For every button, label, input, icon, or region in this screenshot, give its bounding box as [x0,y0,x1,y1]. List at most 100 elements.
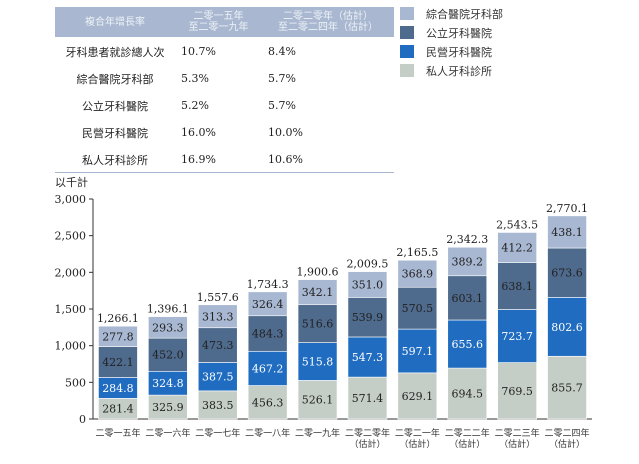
table-row: 牙科患者就診總人次 10.7% 8.4% [55,37,394,66]
table-row: 私人牙科診所 16.9% 10.6% [55,145,394,173]
data-label: 452.0 [152,349,184,362]
legend-label: 私人牙科診所 [426,64,492,78]
total-label: 2,770.1 [546,202,588,215]
x-tick-label: （估計） [349,438,385,450]
bar-segment [447,275,488,321]
y-tick-label: 2,500 [55,230,87,243]
data-label: 324.8 [152,377,184,390]
table-row: 公立牙科醫院 5.2% 5.7% [55,91,394,120]
legend-swatch [400,7,414,20]
bar-segment [148,337,188,372]
legend: 綜合醫院牙科部 公立牙科醫院民營牙科醫院私人牙科診所 [400,4,503,80]
total-label: 2,165.5 [396,246,438,259]
table-cell: 10.6% [262,145,394,173]
legend-label: 公立牙科醫院 [426,26,492,40]
x-tick-label: 二零一九年 [295,427,340,439]
x-tick-label: （估計） [399,438,435,450]
bar-segment [197,390,238,420]
cagr-table: 複合年增長率 二零一五年 至二零一九年 二零二零年（估計） 至二零二四年（估計） 牙… [55,7,394,173]
x-tick-label: 二零二三年 [495,427,540,439]
y-tick-label: 1,500 [55,303,87,316]
data-label: 723.7 [501,330,533,343]
data-label: 281.4 [102,403,134,416]
bar-segment [397,328,438,374]
x-tick-label: 二零二四年 [545,427,590,439]
total-label: 1,396.1 [147,303,189,316]
bar-segment [497,309,537,363]
table-cell: 16.0% [175,118,262,147]
table-header: 二零二零年（估計） 至二零二四年（估計） [262,7,394,38]
x-tick-label: （估計） [549,438,585,450]
x-tick-label: （估計） [449,438,485,450]
x-tick-label: （估計） [499,438,535,450]
table-cell: 8.4% [262,37,394,66]
bar-segment [297,279,338,306]
data-label: 438.1 [551,226,583,239]
table-cell: 5.3% [175,64,262,93]
data-label: 412.2 [501,242,533,255]
data-label: 467.2 [252,362,284,375]
y-tick-label: 1,000 [55,340,87,353]
x-tick-label: 二零二零年 [345,427,390,439]
y-tick-label: 2,000 [55,266,87,279]
data-label: 802.6 [551,321,583,334]
y-tick-label: 500 [65,376,86,389]
x-tick-label: 二零一五年 [95,427,140,439]
data-label: 342.1 [302,286,334,299]
x-tick-label: 二零二二年 [445,427,490,439]
x-tick-label: 二零一八年 [245,427,290,439]
table-cell: 5.7% [262,64,394,93]
data-label: 539.9 [352,311,384,324]
data-label: 769.5 [501,385,533,398]
data-label: 638.1 [501,280,533,293]
total-label: 2,342.3 [446,233,488,246]
table-header: 二零一五年 至二零一九年 [175,7,262,38]
legend-swatch [400,64,414,77]
total-label: 1,557.6 [197,291,239,304]
data-label: 673.6 [551,267,583,280]
y-axis-label: 以千計 [55,175,88,189]
x-tick-label: 二零一七年 [195,427,240,439]
total-label: 1,266.1 [97,312,139,325]
total-label: 2,009.5 [346,258,388,271]
bar-segment [98,346,138,378]
bar-segment [497,362,537,420]
total-label: 1,734.3 [247,278,289,291]
bar-segment [197,327,238,363]
data-label: 655.6 [452,338,484,351]
table-cell: 私人牙科診所 [55,145,175,173]
data-label: 547.3 [352,351,384,364]
data-label: 516.6 [302,318,334,331]
bar-segment [247,291,288,317]
table-cell: 16.9% [175,145,262,173]
bar-segment [148,316,188,339]
bar-segment [547,355,587,420]
total-label: 2,543.5 [496,218,538,231]
table-header: 複合年增長率 [55,7,175,38]
data-label: 389.2 [452,255,484,268]
legend-swatch [400,45,414,58]
bar-segment [447,246,488,277]
legend-label: 綜合醫院牙科部 [426,7,503,21]
bar-segment [447,319,488,369]
legend-item: 綜合醫院牙科部 [400,4,503,23]
data-label: 351.0 [352,278,384,291]
bar-segment [297,342,338,381]
bar-segment [347,271,388,298]
table-cell: 10.0% [262,118,394,147]
table-cell: 5.7% [262,91,394,120]
data-label: 597.1 [402,345,434,358]
data-label: 368.9 [402,268,434,281]
data-label: 855.7 [551,382,583,395]
data-label: 515.8 [302,356,334,369]
y-tick-label: 3,000 [55,193,87,206]
data-label: 456.3 [252,396,284,409]
legend-item: 私人牙科診所 [400,61,503,80]
legend-item: 民營牙科醫院 [400,42,503,61]
data-label: 284.8 [102,382,134,395]
bar-segment [347,297,388,338]
data-label: 277.8 [102,330,134,343]
x-tick-label: 二零一六年 [145,427,190,439]
